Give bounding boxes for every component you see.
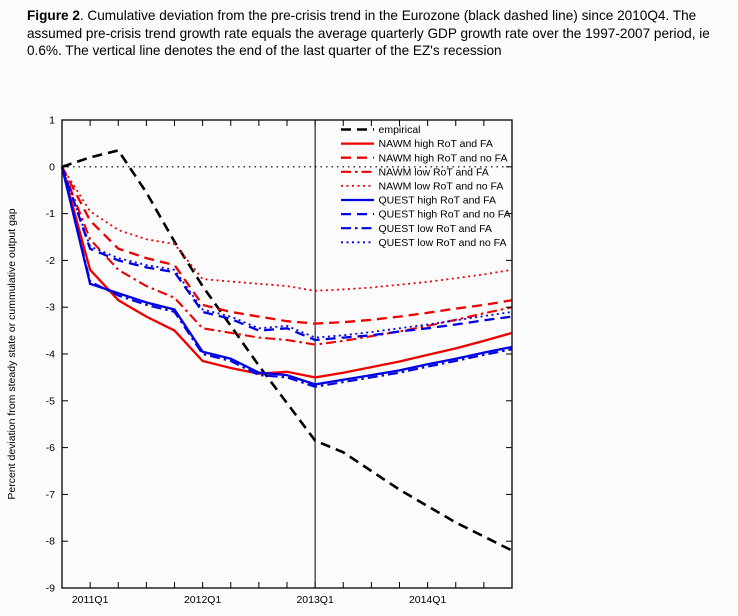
y-tick-label: -7 — [46, 489, 55, 501]
x-tick-label: 2014Q1 — [409, 594, 447, 606]
legend-label-quest-high-rot-and-fa: QUEST high RoT and FA — [379, 195, 497, 207]
y-tick-label: -6 — [46, 442, 55, 454]
y-tick-label: 0 — [49, 161, 55, 173]
legend-label-quest-high-rot-and-no-fa: QUEST high RoT and no FA — [379, 209, 511, 221]
legend-label-quest-low-rot-and-no-fa: QUEST low RoT and no FA — [379, 237, 507, 249]
figure-chart: 1 0 -1 -2 -3 -4 -5 -6 -7 -8 -9 2011Q1 2012Q1 2013Q1 20… — [6, 115, 513, 606]
legend-label-nawm-high-rot-and-no-fa: NAWM high RoT and no FA — [379, 152, 508, 164]
series-line-empirical — [61, 148, 513, 552]
legend-label-quest-low-rot-and-fa: QUEST low RoT and FA — [379, 223, 492, 235]
y-tick-label: -1 — [46, 208, 55, 220]
series-line-quest-high-rot-and-no-fa — [60, 166, 513, 342]
y-tick-label: -8 — [46, 536, 55, 548]
figure-caption-label: Figure 2 — [27, 8, 80, 23]
y-axis-title: Percent deviation from steady state or c… — [6, 208, 18, 499]
legend-label-nawm-low-rot-and-fa: NAWM low RoT and FA — [379, 166, 489, 178]
series-line-nawm-high-rot-and-no-fa — [60, 166, 513, 325]
y-tick-label: -5 — [46, 395, 55, 407]
y-tick-label: -3 — [46, 302, 55, 314]
y-tick-label: 1 — [49, 115, 55, 127]
series-line-quest-high-rot-and-fa — [60, 166, 513, 386]
series-line-nawm-high-rot-and-fa — [60, 166, 513, 379]
x-tick-label: 2012Q1 — [184, 594, 222, 606]
y-tick-label: -9 — [46, 583, 55, 595]
figure-caption: Figure 2. Cumulative deviation from the … — [27, 7, 717, 60]
series-line-nawm-low-rot-and-fa — [61, 166, 513, 346]
figure-caption-text: . Cumulative deviation from the pre-cris… — [27, 8, 710, 59]
legend-label-empirical: empirical — [379, 124, 421, 136]
y-tick-label: -4 — [46, 349, 55, 361]
x-tick-label: 2013Q1 — [296, 594, 334, 606]
legend-label-nawm-low-rot-and-no-fa: NAWM low RoT and no FA — [379, 181, 504, 193]
chart-area: 1 0 -1 -2 -3 -4 -5 -6 -7 -8 -9 2011Q1 2012Q1 2013Q1 20… — [0, 100, 738, 616]
series-line-nawm-low-rot-and-no-fa — [61, 166, 513, 292]
series-line-quest-low-rot-and-fa — [60, 166, 513, 388]
legend-label-nawm-high-rot-and-fa: NAWM high RoT and FA — [379, 138, 493, 150]
x-tick-label: 2011Q1 — [72, 594, 109, 606]
y-tick-label: -2 — [46, 255, 55, 267]
series-line-quest-low-rot-and-no-fa — [61, 166, 513, 339]
